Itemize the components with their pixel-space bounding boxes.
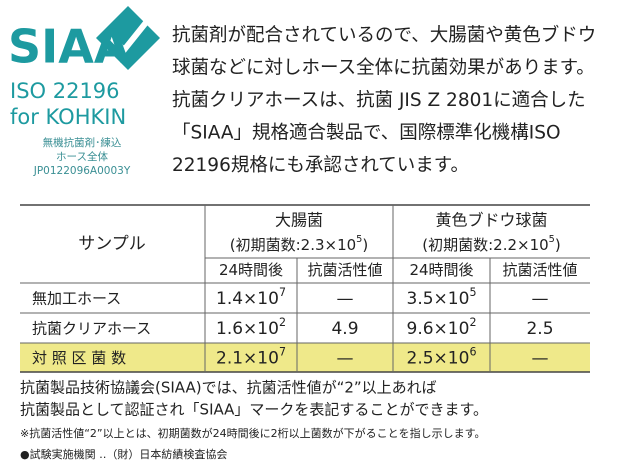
logo-line: JP0122096A0003Y [33, 165, 131, 177]
cell-value: 3.5×105 [407, 286, 477, 309]
intro-line: 22196規格にも承認されています。 [172, 155, 469, 176]
group-initial-exp: 5 [549, 234, 555, 245]
row-label: 無加工ホース [32, 290, 121, 308]
cell-value: — [337, 349, 354, 369]
cell-value: — [337, 289, 354, 309]
cell-value-base: 2.1×10 [216, 349, 279, 369]
footer-line: 抗菌製品として認証され「SIAA」マークを表記することができます。 [20, 401, 488, 419]
group-initial-base: (初期菌数:2.2×10 [422, 236, 548, 254]
cell-value: 2.5 [526, 319, 553, 339]
table-header: サンプル [78, 234, 146, 254]
logo-iso: ISO 22196 [10, 79, 120, 103]
row-label: 抗菌クリアホース [32, 320, 151, 338]
sub-header: 24時間後 [409, 261, 473, 279]
cell-value: 2.1×107 [216, 346, 286, 369]
cell-value-base: 1.4×10 [216, 289, 279, 309]
intro-line: 抗菌クリアホースは、抗菌 JIS Z 2801に適合した [172, 90, 586, 111]
cell-value: 4.9 [331, 319, 358, 339]
cell-value: 9.6×102 [407, 316, 477, 339]
cell-value-exp: 6 [469, 346, 476, 359]
logo-line: ホース全体 [56, 150, 108, 163]
intro-line: 「SIAA」規格適合製品で、国際標準化機構ISO [172, 123, 561, 144]
note: ※抗菌活性値“2”以上とは、初期菌数が24時間後に2桁以上菌数が下がることを指し… [20, 426, 486, 440]
cell-value-base: 9.6×10 [407, 319, 470, 339]
cell-value: — [532, 349, 549, 369]
sub-header: 抗菌活性値 [307, 261, 382, 279]
sub-header: 24時間後 [219, 261, 283, 279]
group-header: 黄色ブドウ球菌 [435, 211, 547, 230]
cell-value-exp: 2 [279, 316, 286, 329]
lab: ●試験実施機関 ‥（財）日本紡績検査協会 [20, 447, 227, 461]
cell-value-base: 1.6×10 [216, 319, 279, 339]
sub-header: 抗菌活性値 [502, 261, 577, 279]
row-label: 対 照 区 菌 数 [32, 349, 126, 367]
siaa-logo-mark [96, 6, 160, 70]
cell-value: 1.6×102 [216, 316, 286, 339]
cell-value-exp: 2 [469, 316, 476, 329]
group-initial-exp: 5 [356, 234, 362, 245]
highlight-row [20, 343, 590, 372]
cell-value-base: 2.5×10 [407, 349, 470, 369]
group-initial-base: (初期菌数:2.3×10 [230, 236, 356, 254]
cell-value-exp: 7 [279, 286, 286, 299]
group-initial: (初期菌数:2.2×105) [422, 234, 561, 254]
intro-line: 抗菌剤が配合されているので、大腸菌や黄色ブドウ [172, 24, 596, 46]
logo-for: for KOHKIN [10, 105, 126, 129]
cell-value-exp: 5 [469, 286, 476, 299]
group-initial: (初期菌数:2.3×105) [230, 234, 369, 254]
group-initial-tail: ) [555, 236, 561, 254]
group-initial-tail: ) [362, 236, 368, 254]
cell-value-base: 3.5×10 [407, 289, 470, 309]
logo-line: 無機抗菌剤･練込 [43, 136, 122, 149]
cell-value: 1.4×107 [216, 286, 286, 309]
logo-title: SIAA [8, 20, 130, 74]
cell-value-exp: 7 [279, 346, 286, 359]
cell-value: 2.5×106 [407, 346, 477, 369]
cell-value: — [532, 289, 549, 309]
intro-line: 球菌などに対しホース全体に抗菌効果があります。 [172, 58, 595, 79]
group-header: 大腸菌 [275, 211, 323, 230]
footer-line: 抗菌製品技術協議会(SIAA)では、抗菌活性値が“2”以上あれば [20, 379, 437, 397]
